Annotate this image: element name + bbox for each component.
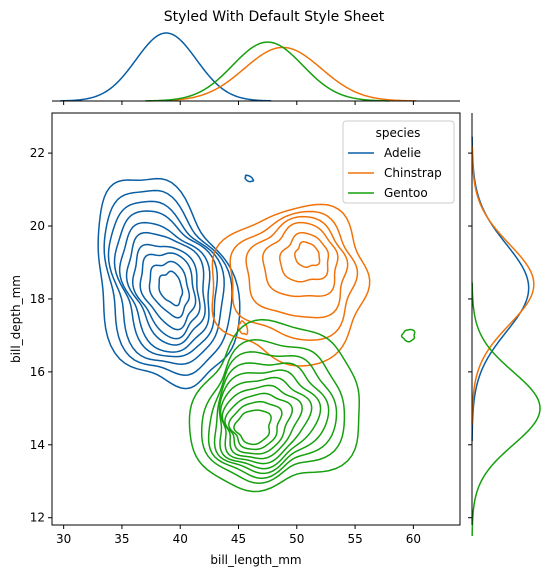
- top-marginal-ticks: [63, 101, 414, 105]
- x-tick-label-35: 35: [114, 532, 129, 546]
- x-tick-label-45: 45: [231, 532, 246, 546]
- top-marginal-gentoo: [145, 41, 389, 102]
- contour-adelie-2: [107, 200, 225, 366]
- contour-chinstrap-2: [245, 215, 349, 319]
- y-tick-label-22: 22: [30, 146, 45, 160]
- contour-gentoo-7: [224, 392, 294, 455]
- legend-label-chinstrap: Chinstrap: [384, 166, 442, 180]
- x-tick-label-50: 50: [289, 532, 304, 546]
- y-axis-ticks: 12 14 16 18 20 22: [30, 146, 52, 525]
- contour-adelie-5: [125, 231, 206, 346]
- legend-box: [342, 120, 455, 204]
- right-marginal-plot: [468, 113, 541, 536]
- x-axis-ticks: 30 35 40 45 50 55 60: [56, 525, 421, 546]
- x-tick-label-40: 40: [173, 532, 188, 546]
- legend-label-gentoo: Gentoo: [384, 186, 428, 200]
- legend-label-adelie: Adelie: [384, 146, 421, 160]
- contour-chinstrap-1: [229, 210, 359, 341]
- contour-gentoo-2: [207, 351, 338, 480]
- contour-chinstrap-5: [294, 241, 321, 269]
- contour-adelie-0: [97, 177, 241, 390]
- contour-chinstrap-6: [237, 320, 249, 336]
- top-marginal-curves: [60, 32, 417, 102]
- contour-adelie-9: [158, 270, 184, 307]
- kde-contours: [97, 174, 416, 493]
- contour-adelie-1: [103, 189, 233, 376]
- chart-title: Styled With Default Style Sheet: [164, 9, 385, 25]
- contour-chinstrap-3: [262, 221, 339, 298]
- contour-adelie-8: [148, 260, 191, 319]
- contour-gentoo-0: [188, 318, 361, 493]
- right-marginal-gentoo: [471, 282, 541, 536]
- x-tick-label-30: 30: [56, 532, 71, 546]
- y-tick-label-18: 18: [30, 292, 45, 306]
- top-marginal-chinstrap: [148, 46, 417, 102]
- right-marginal-ticks: [468, 152, 472, 519]
- right-marginal-chinstrap: [471, 145, 535, 425]
- contour-gentoo-6: [221, 384, 303, 460]
- contour-chinstrap-0: [211, 203, 371, 367]
- contour-gentoo-9: [233, 409, 272, 446]
- right-marginal-adelie: [471, 136, 530, 442]
- right-marginal-curves: [471, 136, 541, 536]
- top-marginal-plot: [52, 32, 460, 105]
- x-tick-label-60: 60: [406, 532, 421, 546]
- x-axis-label: bill_length_mm: [210, 553, 301, 567]
- y-axis-label: bill_depth_mm: [9, 275, 23, 363]
- top-marginal-adelie: [60, 32, 272, 102]
- y-tick-label-16: 16: [30, 365, 45, 379]
- contour-gentoo-4: [218, 369, 322, 470]
- plot-frame: [51, 112, 461, 526]
- contour-gentoo-8: [228, 400, 283, 451]
- contour-gentoo-3: [213, 362, 330, 475]
- contour-gentoo-1: [200, 339, 346, 485]
- legend-entries: Adelie Chinstrap Gentoo: [348, 146, 442, 200]
- contour-gentoo-10: [400, 328, 416, 343]
- legend: species Adelie Chinstrap Gentoo: [342, 120, 455, 204]
- contour-adelie-4: [118, 221, 211, 353]
- y-tick-label-12: 12: [30, 511, 45, 525]
- main-plot: 30 35 40 45 50 55 60 12 14 16 18 20 22 bill_length_…: [9, 112, 461, 567]
- y-tick-label-14: 14: [30, 438, 45, 452]
- y-tick-label-20: 20: [30, 219, 45, 233]
- contour-adelie-7: [139, 252, 197, 331]
- contour-chinstrap-4: [279, 231, 330, 283]
- contour-adelie-10: [244, 174, 255, 183]
- contour-adelie-6: [131, 243, 201, 340]
- x-tick-label-55: 55: [347, 532, 362, 546]
- contour-gentoo-5: [219, 376, 313, 465]
- legend-title: species: [376, 126, 421, 140]
- contour-adelie-3: [113, 210, 219, 358]
